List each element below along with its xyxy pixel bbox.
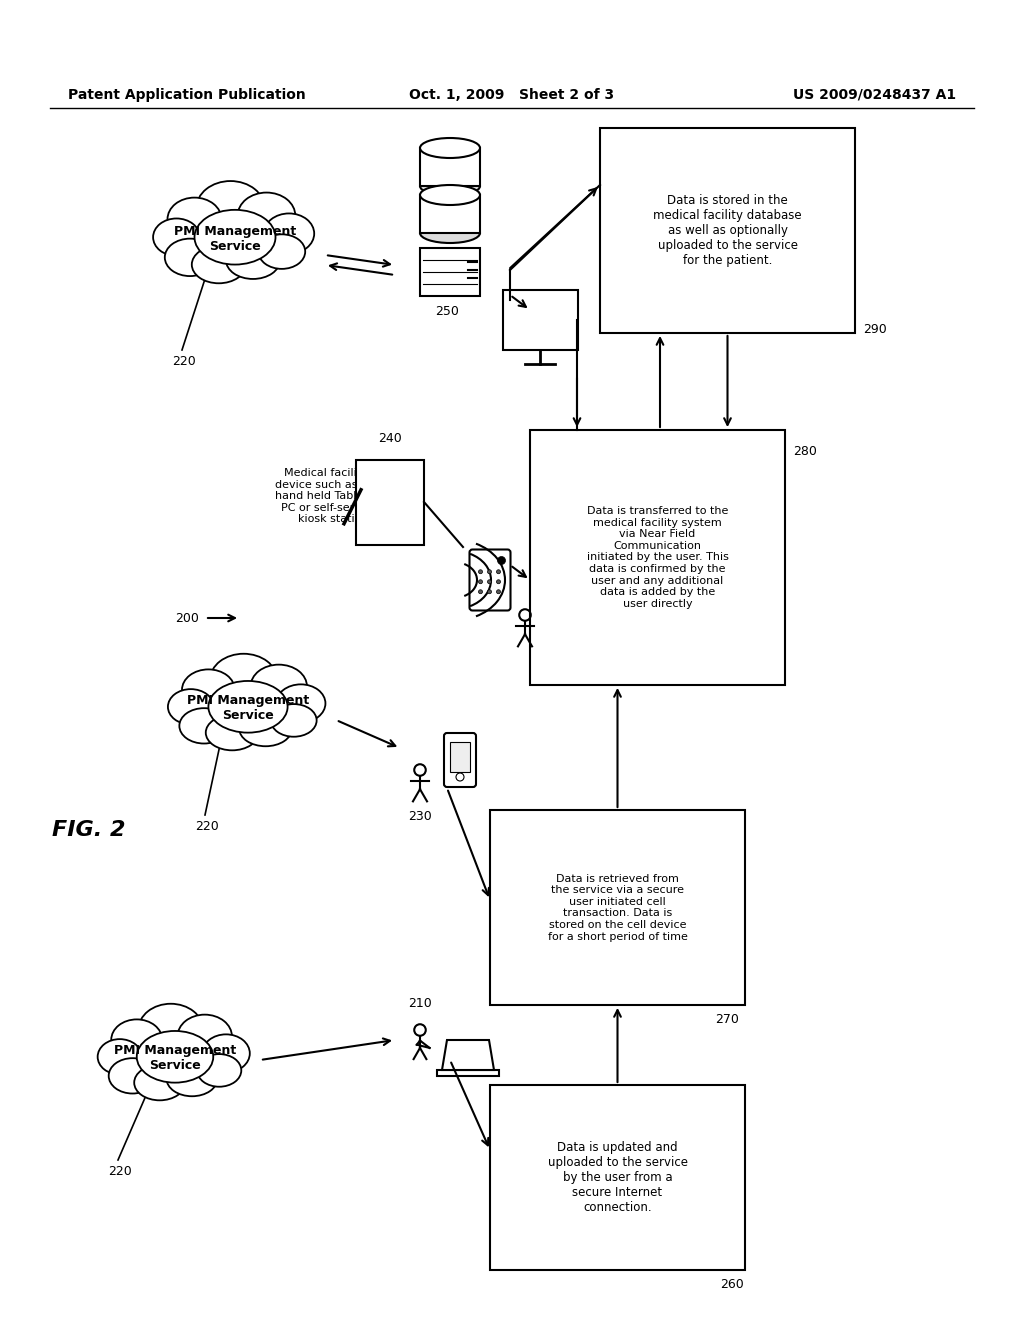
- Circle shape: [487, 579, 492, 583]
- Ellipse shape: [420, 139, 480, 158]
- Text: 280: 280: [793, 445, 817, 458]
- Ellipse shape: [154, 219, 200, 256]
- Ellipse shape: [134, 1065, 185, 1101]
- Text: 250: 250: [435, 305, 459, 318]
- Ellipse shape: [97, 1039, 142, 1074]
- Ellipse shape: [420, 185, 480, 205]
- Text: 290: 290: [863, 323, 887, 337]
- Ellipse shape: [179, 708, 228, 743]
- Text: 210: 210: [408, 997, 432, 1010]
- Circle shape: [487, 590, 492, 594]
- Text: Data is stored in the
medical facility database
as well as optionally
uploaded t: Data is stored in the medical facility d…: [653, 194, 802, 267]
- Ellipse shape: [195, 210, 275, 264]
- Circle shape: [497, 570, 501, 574]
- Text: FIG. 2: FIG. 2: [52, 820, 126, 840]
- Ellipse shape: [168, 198, 221, 240]
- Text: 220: 220: [195, 820, 219, 833]
- FancyBboxPatch shape: [437, 1071, 499, 1076]
- Ellipse shape: [226, 242, 280, 279]
- FancyBboxPatch shape: [469, 549, 511, 610]
- FancyBboxPatch shape: [450, 742, 470, 772]
- Ellipse shape: [109, 1059, 157, 1093]
- Circle shape: [497, 579, 501, 583]
- Ellipse shape: [137, 1031, 213, 1082]
- Text: 220: 220: [172, 355, 196, 368]
- Circle shape: [487, 570, 492, 574]
- Text: 240: 240: [378, 432, 401, 445]
- FancyBboxPatch shape: [420, 248, 480, 296]
- Ellipse shape: [420, 176, 480, 195]
- Text: Data is retrieved from
the service via a secure
user initiated cell
transaction.: Data is retrieved from the service via a…: [548, 874, 687, 941]
- Text: 270: 270: [715, 1012, 739, 1026]
- Ellipse shape: [238, 193, 295, 239]
- Ellipse shape: [177, 1015, 232, 1059]
- Text: Medical facility
device such as a
hand held Tablet
PC or self-serve
kiosk statio: Medical facility device such as a hand h…: [275, 469, 368, 524]
- Text: Oct. 1, 2009   Sheet 2 of 3: Oct. 1, 2009 Sheet 2 of 3: [410, 88, 614, 102]
- Text: PMI Management
Service: PMI Management Service: [114, 1044, 237, 1072]
- Circle shape: [478, 579, 482, 583]
- Ellipse shape: [271, 704, 316, 737]
- FancyBboxPatch shape: [490, 810, 745, 1005]
- Bar: [420, 148, 480, 186]
- Ellipse shape: [182, 669, 234, 710]
- Polygon shape: [442, 1040, 494, 1071]
- FancyBboxPatch shape: [530, 430, 785, 685]
- Circle shape: [498, 557, 506, 565]
- Bar: [420, 195, 480, 234]
- Ellipse shape: [258, 235, 305, 269]
- Ellipse shape: [197, 181, 264, 236]
- Ellipse shape: [138, 1003, 203, 1056]
- Ellipse shape: [420, 223, 480, 243]
- FancyBboxPatch shape: [490, 1085, 745, 1270]
- Ellipse shape: [165, 239, 215, 276]
- Ellipse shape: [168, 689, 214, 725]
- Text: 220: 220: [108, 1166, 132, 1177]
- Text: US 2009/0248437 A1: US 2009/0248437 A1: [793, 88, 956, 102]
- FancyBboxPatch shape: [503, 290, 578, 350]
- Text: PMI Management
Service: PMI Management Service: [186, 694, 309, 722]
- Ellipse shape: [209, 681, 288, 733]
- Ellipse shape: [191, 246, 246, 284]
- Text: Data is updated and
uploaded to the service
by the user from a
secure Internet
c: Data is updated and uploaded to the serv…: [548, 1140, 687, 1214]
- Text: 260: 260: [720, 1278, 743, 1291]
- Circle shape: [456, 774, 464, 781]
- Circle shape: [478, 590, 482, 594]
- Text: PMI Management
Service: PMI Management Service: [174, 224, 296, 252]
- Ellipse shape: [264, 214, 314, 253]
- FancyBboxPatch shape: [444, 733, 476, 787]
- Text: 230: 230: [408, 810, 432, 822]
- Text: Patent Application Publication: Patent Application Publication: [68, 88, 306, 102]
- Ellipse shape: [167, 1061, 217, 1096]
- Ellipse shape: [202, 1035, 250, 1072]
- Text: Data is transferred to the
medical facility system
via Near Field
Communication
: Data is transferred to the medical facil…: [587, 506, 728, 609]
- Circle shape: [497, 590, 501, 594]
- Ellipse shape: [251, 665, 307, 708]
- Ellipse shape: [197, 1055, 242, 1086]
- Circle shape: [478, 570, 482, 574]
- Ellipse shape: [276, 684, 326, 722]
- FancyBboxPatch shape: [356, 459, 424, 545]
- Ellipse shape: [112, 1019, 162, 1060]
- Ellipse shape: [210, 653, 278, 705]
- Ellipse shape: [240, 711, 292, 746]
- Ellipse shape: [206, 715, 258, 750]
- Text: 200: 200: [175, 612, 199, 624]
- FancyBboxPatch shape: [600, 128, 855, 333]
